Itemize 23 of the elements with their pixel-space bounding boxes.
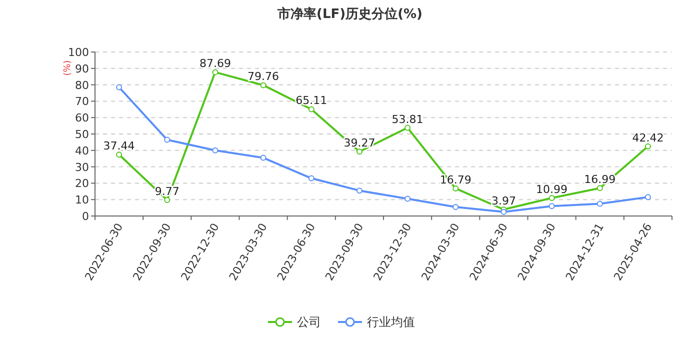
y-tick-label: 20 (75, 177, 89, 190)
y-tick-label: 70 (75, 95, 89, 108)
y-tick-label: 10 (75, 194, 89, 207)
y-axis-title: (%) (63, 60, 73, 76)
data-label: 3.97 (491, 194, 516, 208)
y-tick-label: 40 (75, 144, 89, 158)
data-label: 53.81 (392, 112, 424, 126)
y-tick-label: 30 (75, 160, 89, 174)
y-tick-label: 90 (75, 62, 89, 76)
chart-title: 市净率(LF)历史分位(%) (276, 6, 422, 22)
data-label: 37.44 (103, 140, 135, 153)
data-label: 87.69 (199, 57, 231, 70)
data-label: 42.42 (632, 131, 664, 144)
data-label: 65.11 (296, 94, 328, 108)
y-tick-label: 50 (75, 128, 89, 141)
data-label: 10.99 (536, 182, 568, 196)
y-tick-label: 100 (68, 46, 89, 59)
y-tick-label: 60 (75, 112, 89, 125)
legend-label: 公司 (297, 315, 321, 329)
y-tick-label: 80 (75, 78, 89, 92)
data-label: 79.76 (248, 70, 280, 84)
y-tick-label: 0 (82, 210, 89, 223)
legend-label: 行业均值 (367, 315, 415, 329)
